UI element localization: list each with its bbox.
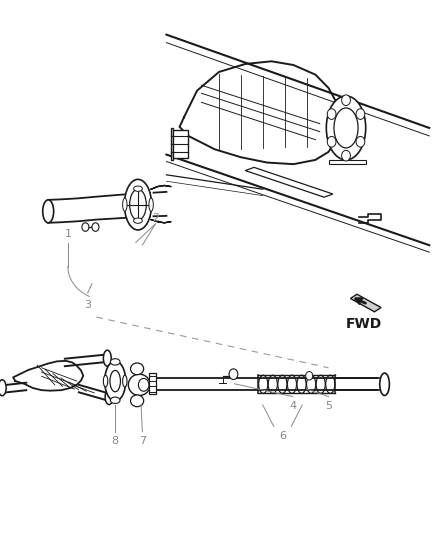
Ellipse shape: [103, 375, 108, 387]
Ellipse shape: [131, 395, 144, 407]
Ellipse shape: [0, 379, 6, 395]
Circle shape: [92, 223, 99, 231]
Circle shape: [342, 95, 350, 106]
Text: 6: 6: [279, 431, 286, 441]
Ellipse shape: [110, 370, 120, 392]
Ellipse shape: [134, 218, 142, 223]
Ellipse shape: [123, 198, 127, 212]
Circle shape: [327, 136, 336, 147]
Circle shape: [356, 136, 365, 147]
Ellipse shape: [334, 108, 358, 148]
Text: 4: 4: [289, 401, 296, 411]
Polygon shape: [149, 373, 156, 394]
Text: 7: 7: [139, 436, 146, 446]
Ellipse shape: [134, 186, 142, 191]
Ellipse shape: [149, 198, 153, 212]
Circle shape: [327, 109, 336, 119]
Ellipse shape: [128, 374, 150, 395]
Text: 1: 1: [64, 229, 71, 239]
Ellipse shape: [123, 375, 127, 387]
Text: 8: 8: [112, 436, 119, 446]
Circle shape: [342, 150, 350, 161]
Ellipse shape: [124, 179, 152, 230]
Ellipse shape: [131, 363, 144, 375]
Ellipse shape: [130, 189, 146, 220]
Text: 2: 2: [152, 213, 159, 223]
Circle shape: [229, 369, 238, 379]
Polygon shape: [350, 294, 381, 312]
Text: FWD: FWD: [346, 317, 381, 331]
Circle shape: [82, 223, 89, 231]
Polygon shape: [171, 128, 173, 160]
Ellipse shape: [380, 373, 389, 395]
Polygon shape: [245, 167, 333, 197]
Circle shape: [138, 378, 149, 391]
Polygon shape: [328, 160, 366, 164]
Ellipse shape: [326, 96, 366, 160]
Circle shape: [306, 372, 313, 380]
Ellipse shape: [42, 200, 53, 223]
Polygon shape: [173, 130, 188, 158]
Text: 3: 3: [84, 300, 91, 310]
Ellipse shape: [110, 359, 120, 365]
Ellipse shape: [105, 361, 126, 401]
Circle shape: [356, 109, 365, 119]
Ellipse shape: [103, 350, 111, 366]
Ellipse shape: [110, 397, 120, 403]
Ellipse shape: [105, 390, 113, 405]
Text: 5: 5: [325, 401, 332, 411]
